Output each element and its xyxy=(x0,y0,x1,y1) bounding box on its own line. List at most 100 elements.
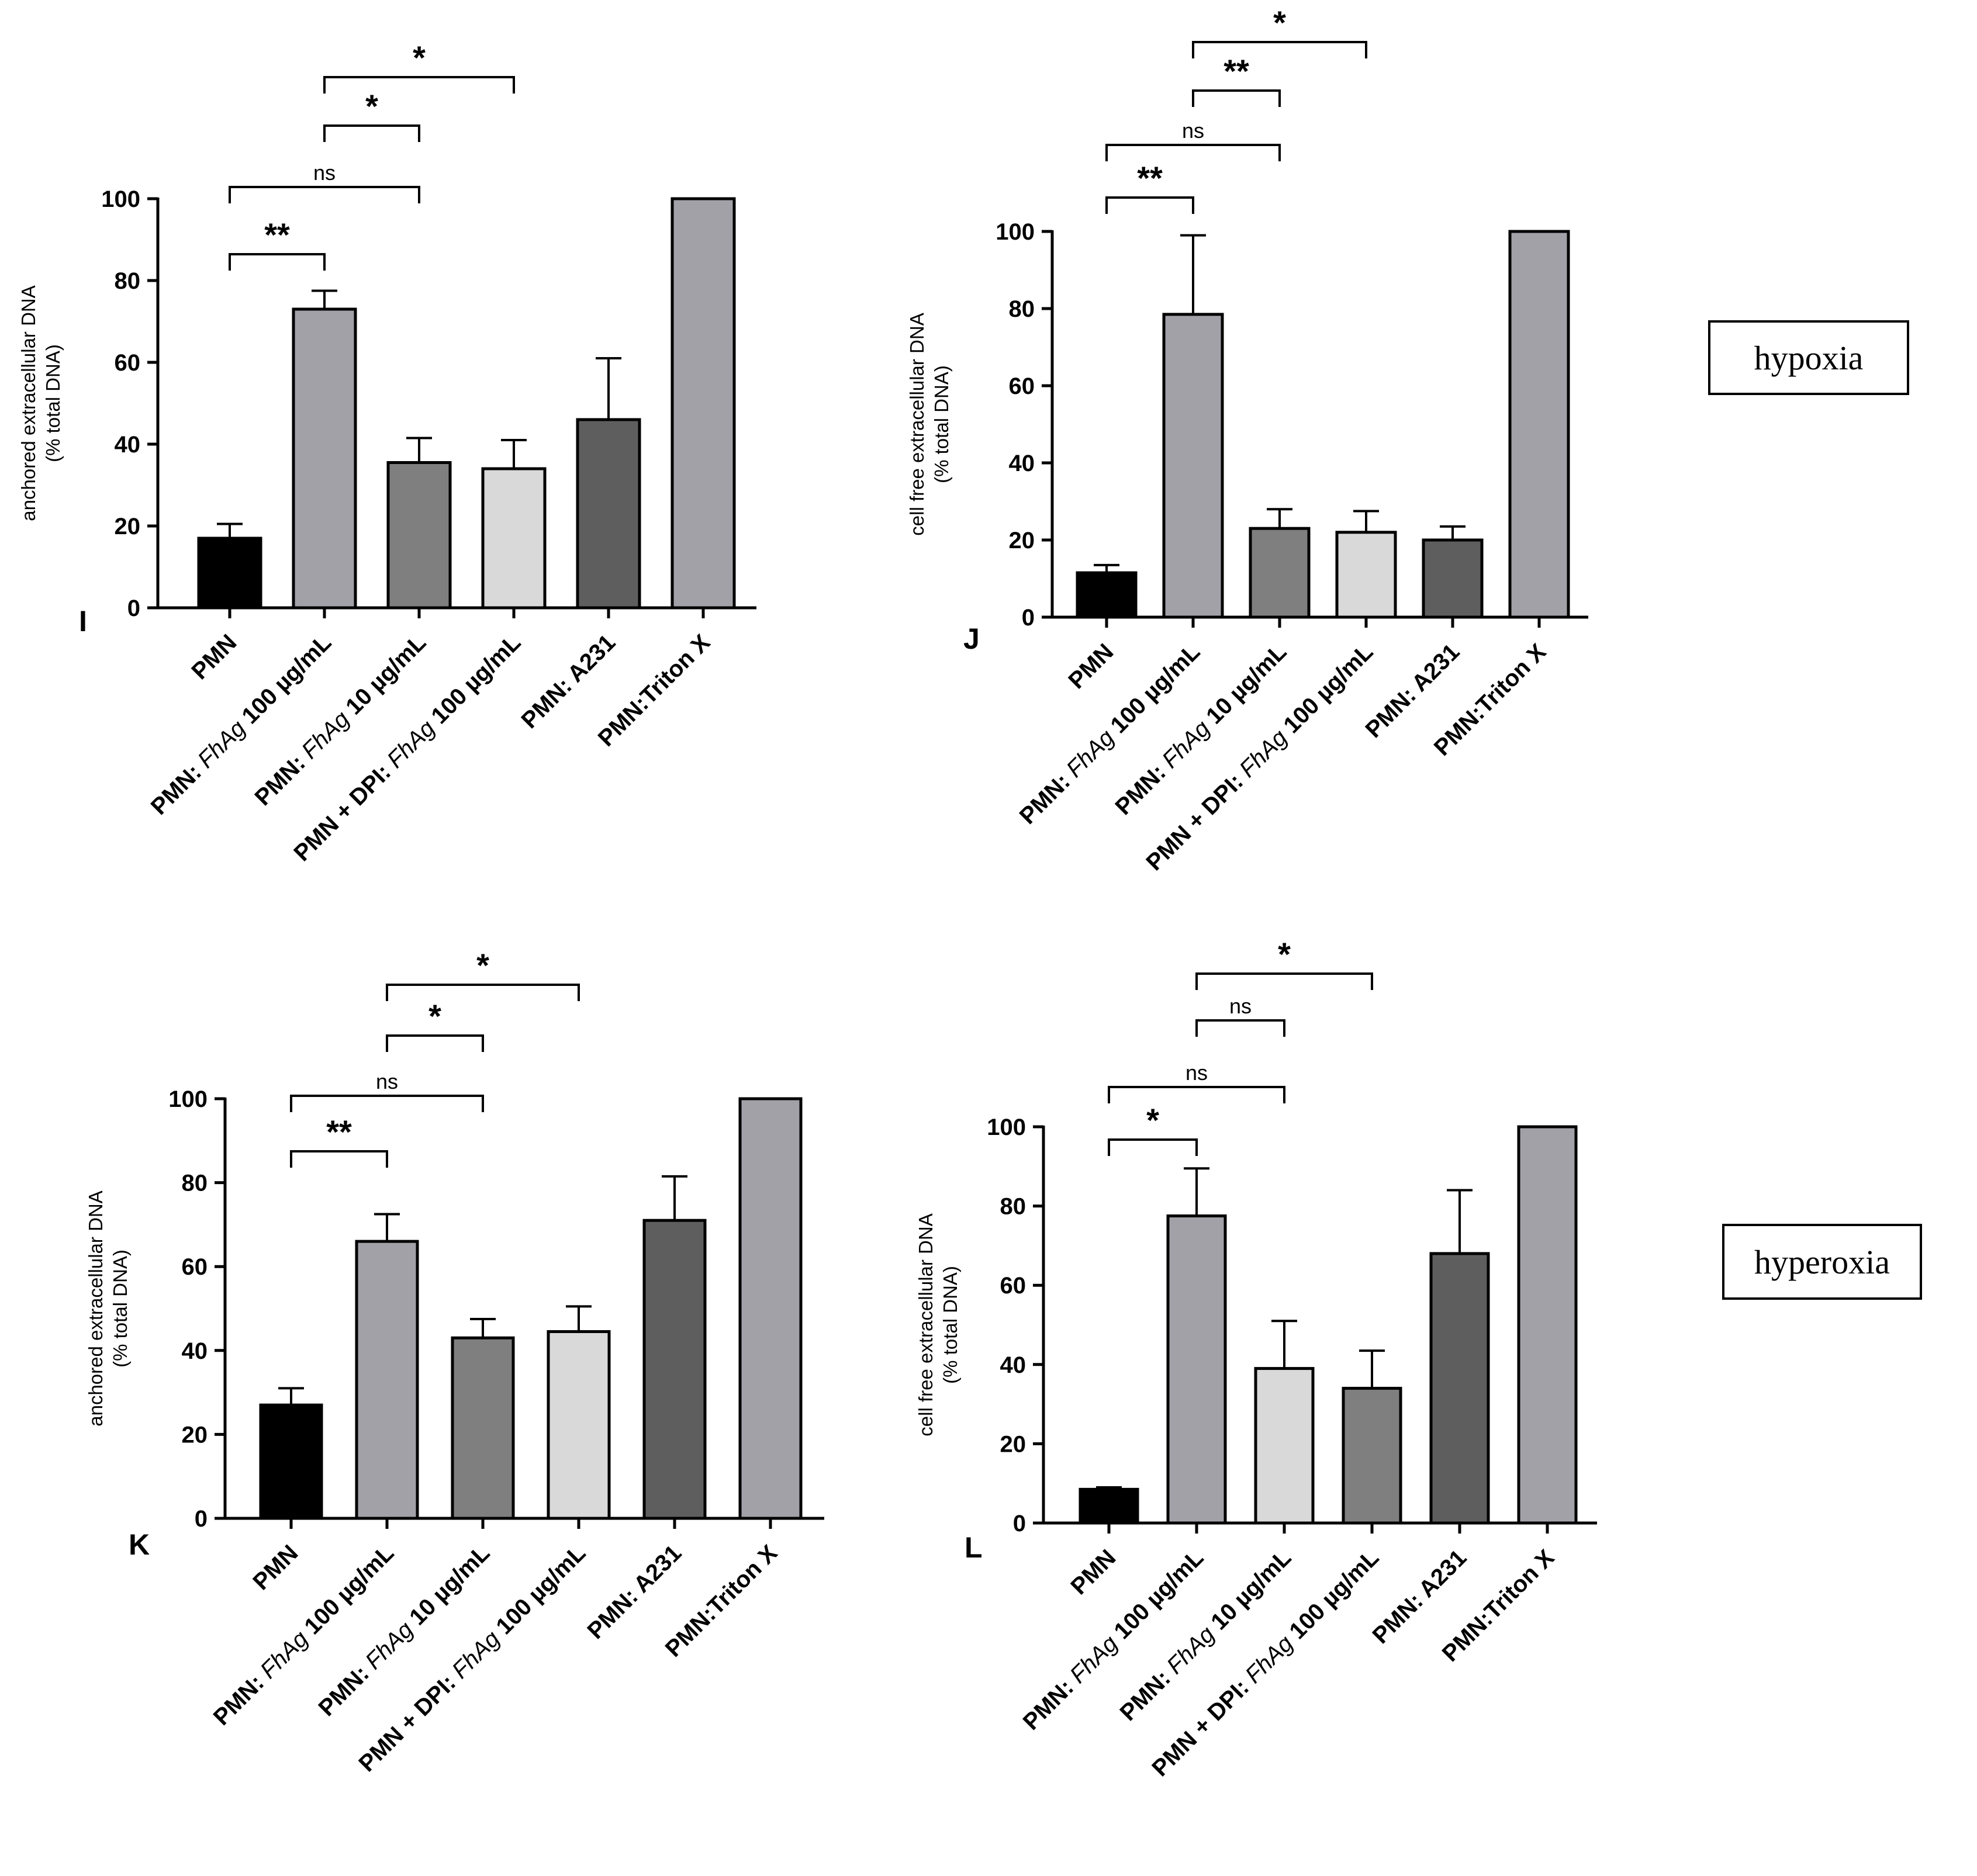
y-tick-label: 0 xyxy=(1013,1511,1026,1536)
x-tick-label: PMN: A231 xyxy=(517,629,621,733)
x-tick-label-part: PMN: xyxy=(1115,1661,1180,1726)
panel-letter: K xyxy=(129,1528,150,1561)
x-tick-label-part: 100 µg/mL xyxy=(486,1540,590,1644)
y-axis-label: cell free extracellular DNA xyxy=(906,313,928,535)
chart-panel-k: 0 20 40 60 80 100 anchored extracellular DNA (%… xyxy=(85,947,824,1777)
significance-label: ns xyxy=(1185,1061,1208,1085)
significance-bracket xyxy=(1105,196,1194,214)
x-tick-label: PMN xyxy=(1063,639,1118,694)
y-tick-label: 80 xyxy=(1009,296,1035,322)
x-tick-label-part: PMN: xyxy=(1018,1670,1083,1735)
y-tick-label: 100 xyxy=(996,219,1035,245)
x-tick-label-part: 10 µg/mL xyxy=(336,629,431,724)
x-tick-label-part: PMN: xyxy=(1015,764,1080,829)
x-tick-label: PMN: FhAg 100 µg/mL xyxy=(1018,1545,1209,1735)
bar xyxy=(1079,1487,1139,1525)
significance-bracket xyxy=(386,984,580,1001)
bar xyxy=(481,467,547,610)
chart-panel-i: 0 20 40 60 80 100 anchored extracellular DNA (%… xyxy=(18,39,756,866)
x-tick-label: PMN: FhAg 10 µg/mL xyxy=(313,1540,495,1721)
bar xyxy=(355,1240,419,1520)
significance-label: ** xyxy=(1137,160,1163,196)
y-tick-label: 0 xyxy=(195,1506,208,1532)
x-tick-label-part: 10 µg/mL xyxy=(400,1540,495,1635)
significance-bracket xyxy=(1105,144,1281,161)
significance-label: ns xyxy=(1182,119,1204,143)
x-tick-label-part: PMN: A231 xyxy=(517,629,621,733)
y-tick-label: 100 xyxy=(101,186,140,212)
y-tick-label: 0 xyxy=(127,596,140,621)
significance-bracket xyxy=(323,76,515,94)
y-axis-label: anchored extracellular DNA xyxy=(85,1190,106,1427)
x-tick-label-part: PMN: xyxy=(1110,755,1175,820)
bar xyxy=(1422,538,1484,619)
bar xyxy=(1076,571,1138,619)
x-tick-label: PMN: A231 xyxy=(583,1540,687,1644)
significance-bracket xyxy=(290,1150,388,1168)
x-tick-label-part: 100 µg/mL xyxy=(1280,1545,1384,1649)
significance-label: * xyxy=(476,947,489,984)
x-tick-label-part: 100 µg/mL xyxy=(232,629,336,733)
y-tick-label: 60 xyxy=(115,350,141,376)
significance-bracket xyxy=(1108,1086,1285,1103)
significance-label: * xyxy=(1278,936,1291,972)
significance-bracket xyxy=(1108,1138,1198,1156)
significance-label: ns xyxy=(1229,994,1252,1018)
x-tick-label-part: 10 µg/mL xyxy=(1197,639,1291,733)
y-tick-label: 80 xyxy=(1000,1194,1026,1220)
x-tick-label: PMN: FhAg 100 µg/mL xyxy=(1015,639,1205,829)
significance-bracket xyxy=(229,186,420,203)
significance-label: ** xyxy=(1223,53,1249,89)
x-tick-label-part: PMN xyxy=(1066,1545,1121,1600)
bar xyxy=(547,1330,611,1520)
y-tick-label: 40 xyxy=(1009,451,1035,476)
significance-label: * xyxy=(1146,1102,1159,1138)
x-tick-label: PMN xyxy=(186,629,241,684)
significance-label: * xyxy=(428,998,441,1034)
x-tick-label-part: PMN xyxy=(248,1540,303,1595)
y-tick-label: 40 xyxy=(1000,1352,1026,1378)
hypoxia-label: hypoxia xyxy=(1708,320,1909,395)
y-axis-label: cell free extracellular DNA xyxy=(915,1213,936,1436)
y-tick-label: 40 xyxy=(182,1338,208,1364)
bar xyxy=(197,537,262,610)
x-tick-label: PMN xyxy=(1066,1545,1121,1600)
x-tick-label-part: PMN: xyxy=(146,755,211,820)
x-tick-label: PMN: FhAg 10 µg/mL xyxy=(250,629,431,811)
x-tick-label-part: 100 µg/mL xyxy=(295,1540,399,1644)
y-tick-label: 60 xyxy=(1009,373,1035,399)
significance-bracket xyxy=(386,1034,484,1052)
y-axis-label-units: (% total DNA) xyxy=(931,365,952,483)
significance-bracket xyxy=(1195,1019,1285,1037)
bar xyxy=(642,1219,707,1520)
bar xyxy=(451,1336,515,1520)
y-tick-label: 100 xyxy=(987,1114,1026,1140)
x-tick-label-part: PMN xyxy=(1063,639,1118,694)
hyperoxia-label: hyperoxia xyxy=(1722,1224,1922,1300)
y-tick-label: 20 xyxy=(1000,1431,1026,1457)
y-tick-label: 80 xyxy=(115,268,141,294)
x-tick-label: PMN xyxy=(248,1540,303,1595)
bar xyxy=(1335,531,1397,619)
x-tick-label: PMN: FhAg 10 µg/mL xyxy=(1115,1545,1296,1726)
significance-bracket xyxy=(290,1095,484,1112)
x-tick-label-part: 100 µg/mL xyxy=(421,629,526,733)
significance-label: ns xyxy=(376,1069,398,1093)
bar xyxy=(576,418,641,610)
y-tick-label: 20 xyxy=(1009,528,1035,553)
bar xyxy=(1162,313,1224,619)
y-tick-label: 100 xyxy=(168,1086,208,1112)
x-tick-label-part: PMN: A231 xyxy=(583,1540,687,1644)
y-tick-label: 80 xyxy=(182,1171,208,1196)
chart-panel-j: 0 20 40 60 80 100 cell free extracellular DNA(… xyxy=(906,4,1588,875)
bar xyxy=(1342,1386,1402,1525)
bar xyxy=(1508,230,1570,619)
y-axis-label-units: (% total DNA) xyxy=(109,1249,131,1368)
panel-letter: L xyxy=(965,1531,983,1564)
x-tick-label-part: PMN: xyxy=(209,1666,274,1730)
x-tick-label: PMN: FhAg 100 µg/mL xyxy=(209,1540,399,1730)
x-tick-label-part: PMN xyxy=(186,629,241,684)
y-axis-label: anchored extracellular DNA xyxy=(18,285,39,521)
bar xyxy=(292,307,357,610)
